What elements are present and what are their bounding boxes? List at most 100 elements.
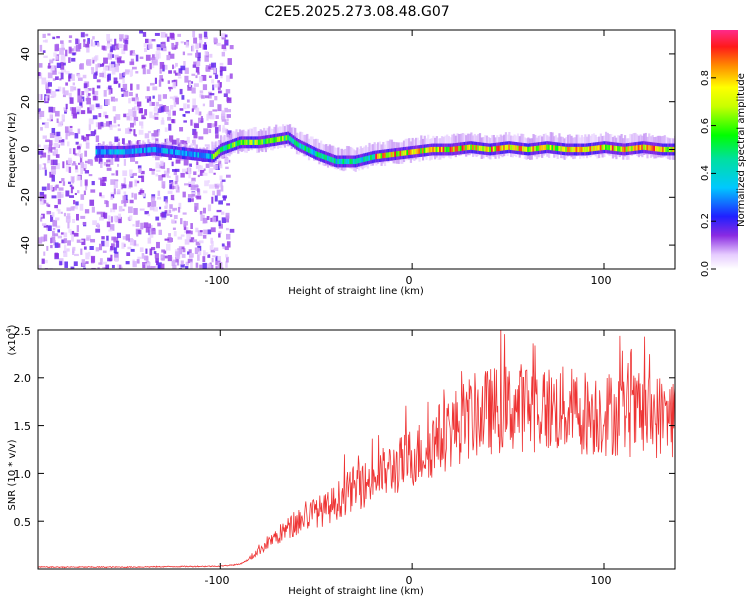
ridge-core	[622, 146, 625, 153]
noise-speckle	[103, 57, 108, 64]
noise-speckle	[227, 58, 232, 65]
noise-speckle	[211, 196, 214, 204]
noise-speckle	[89, 104, 95, 111]
noise-speckle	[225, 254, 228, 258]
ridge-core	[418, 148, 421, 154]
noise-speckle	[161, 43, 165, 49]
ridge-core	[187, 151, 190, 157]
ridge-core	[535, 145, 539, 152]
snr-xtick-label: -100	[205, 574, 230, 587]
ridge-core	[356, 158, 359, 164]
noise-speckle	[190, 261, 193, 269]
ridge-core	[252, 139, 255, 145]
ridge-core	[320, 153, 323, 159]
noise-speckle	[187, 251, 190, 255]
noise-speckle	[107, 257, 112, 262]
snr-exponent-label: (x104)	[5, 324, 18, 355]
ridge-core	[161, 147, 164, 154]
noise-speckle	[120, 184, 123, 190]
noise-speckle	[116, 232, 121, 239]
noise-speckle	[169, 87, 172, 92]
ridge-core	[642, 144, 646, 150]
noise-speckle	[172, 81, 176, 89]
noise-speckle	[160, 160, 164, 167]
noise-speckle	[188, 171, 191, 179]
noise-speckle	[101, 236, 105, 240]
ridge-core	[420, 148, 423, 154]
spectrogram-xlabel: Height of straight line (km)	[288, 286, 424, 297]
ridge-core	[137, 148, 140, 154]
noise-speckle	[225, 89, 231, 94]
ridge-core	[570, 146, 573, 153]
noise-speckle	[81, 135, 85, 140]
snr-series-line	[38, 330, 675, 569]
noise-speckle	[41, 199, 45, 205]
noise-speckle	[51, 236, 56, 243]
noise-speckle	[68, 35, 73, 39]
noise-speckle	[66, 213, 71, 220]
noise-speckle	[208, 168, 214, 174]
noise-speckle	[211, 79, 215, 84]
ridge-core	[515, 145, 518, 151]
noise-speckle	[100, 121, 104, 127]
noise-speckle	[60, 40, 64, 44]
noise-speckle	[131, 107, 136, 111]
noise-speckle	[138, 191, 141, 195]
noise-speckle	[165, 138, 169, 142]
ridge-core	[651, 145, 654, 151]
ridge-core	[216, 150, 219, 156]
noise-speckle	[116, 189, 121, 194]
noise-speckle	[155, 156, 160, 161]
noise-speckle	[199, 210, 203, 215]
noise-speckle	[122, 170, 128, 177]
ridge-core	[275, 137, 278, 143]
snr-background	[38, 330, 675, 569]
noise-speckle	[103, 111, 107, 118]
noise-speckle	[113, 116, 117, 124]
noise-speckle	[224, 246, 229, 251]
noise-speckle	[177, 33, 182, 37]
noise-speckle	[60, 62, 64, 66]
noise-speckle	[119, 73, 124, 80]
noise-speckle	[129, 181, 133, 188]
ridge-core	[155, 147, 159, 153]
noise-speckle	[103, 66, 109, 71]
noise-speckle	[182, 114, 186, 117]
noise-speckle	[213, 172, 216, 175]
noise-speckle	[153, 251, 157, 254]
noise-speckle	[68, 57, 71, 63]
noise-speckle	[109, 158, 114, 165]
noise-speckle	[150, 168, 156, 171]
noise-speckle	[155, 264, 158, 269]
noise-speckle	[39, 201, 44, 205]
noise-speckle	[217, 82, 221, 88]
noise-speckle	[184, 183, 189, 186]
noise-speckle	[118, 264, 122, 269]
ridge-core	[190, 151, 193, 157]
ridge-core	[591, 146, 594, 152]
ridge-core	[499, 145, 502, 151]
noise-speckle	[141, 253, 145, 259]
noise-speckle	[72, 52, 76, 56]
ridge-core	[193, 151, 197, 158]
ridge-core	[532, 146, 535, 152]
noise-speckle	[54, 242, 59, 248]
noise-speckle	[185, 171, 189, 175]
ridge-core	[321, 153, 324, 159]
ridge-core	[472, 144, 475, 151]
noise-speckle	[146, 86, 150, 92]
noise-speckle	[106, 33, 111, 41]
noise-speckle	[72, 248, 75, 255]
noise-speckle	[150, 57, 156, 61]
noise-speckle	[101, 123, 106, 127]
noise-speckle	[142, 264, 146, 269]
noise-speckle	[198, 76, 203, 83]
noise-speckle	[63, 232, 68, 238]
noise-speckle	[190, 119, 193, 126]
noise-speckle	[149, 231, 154, 238]
noise-speckle	[219, 82, 222, 88]
ridge-core	[314, 150, 318, 157]
noise-speckle	[71, 234, 74, 242]
noise-speckle	[122, 195, 127, 201]
ridge-core	[214, 152, 217, 158]
